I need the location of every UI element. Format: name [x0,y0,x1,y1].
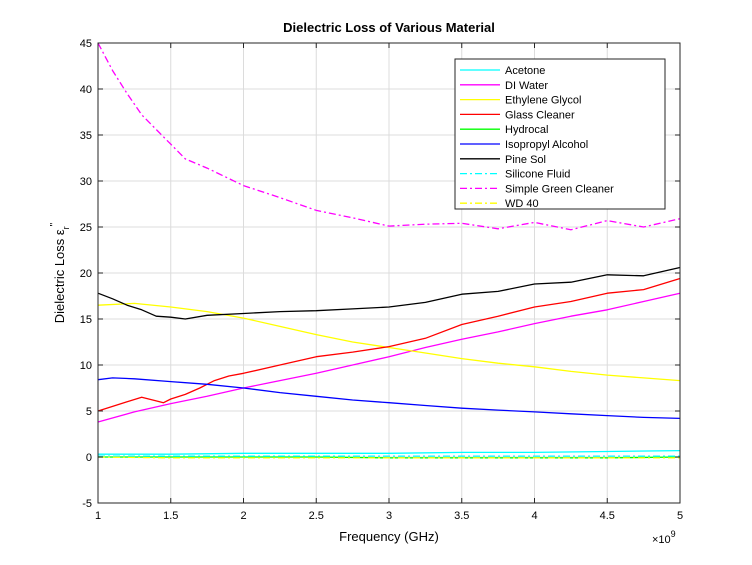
x-tick-label: 2.5 [309,510,324,522]
y-axis-ticks: -5 0 5 10 15 20 25 30 35 40 45 [80,38,680,510]
y-tick-label: 20 [80,268,92,280]
y-axis-label-sup: " [49,222,60,226]
y-tick-label: 15 [80,314,92,326]
y-axis-label: Dielectric Loss εr" [49,222,71,323]
y-tick-label: 45 [80,38,92,50]
y-tick-label: 30 [80,176,92,188]
series-lines [97,42,681,459]
y-tick-label: -5 [82,498,92,510]
y-tick-label: 25 [80,222,92,234]
chart-title: Dielectric Loss of Various Material [283,20,495,35]
x-tick-label: 1 [95,510,101,522]
y-tick-label: 0 [86,452,92,464]
legend-entry: Ethylene Glycol [505,95,581,107]
x-tick-label: 2 [240,510,246,522]
x-exponent-power: 9 [671,529,676,539]
x-tick-label: 5 [677,510,683,522]
x-exponent-label: ×109 [652,529,676,546]
x-tick-label: 3.5 [454,510,469,522]
y-tick-label: 35 [80,130,92,142]
y-tick-label: 10 [80,360,92,372]
series-line-isopropyl-alcohol [97,377,681,420]
series-line-acetone [98,449,681,455]
x-axis-ticks: 1 1.5 2 2.5 3 3.5 4 4.5 5 [95,43,683,522]
x-tick-label: 1.5 [163,510,178,522]
x-axis-label: Frequency (GHz) [339,529,439,544]
series-line-pine-sol [97,266,681,320]
legend-entry: Isopropyl Alcohol [505,139,588,151]
legend-entry: Acetone [505,65,545,77]
y-tick-label: 5 [86,406,92,418]
legend-entry: Silicone Fluid [505,169,570,181]
y-tick-label: 40 [80,84,92,96]
legend-entry: WD 40 [505,198,539,210]
y-axis-label-sub: r [61,226,71,229]
series-line-wd-40 [97,456,680,459]
x-exponent-base: ×10 [652,534,671,546]
x-tick-label: 4 [531,510,537,522]
legend-entry: Simple Green Cleaner [505,183,614,195]
x-tick-label: 3 [386,510,392,522]
series-line-simple-green-cleaner [97,42,681,231]
legend-box [454,58,666,210]
series-line-ethylene-glycol [97,302,681,382]
x-tick-label: 4.5 [600,510,615,522]
legend-entry: Pine Sol [505,154,546,166]
legend-entry: DI Water [505,80,548,92]
legend: Acetone DI Water Ethylene Glycol Glass Clea… [454,58,666,210]
series-line-di-water [97,292,681,423]
series-line-glass-cleaner [97,277,681,412]
legend-entry: Hydrocal [505,124,548,136]
y-axis-label-main: Dielectric Loss ε [52,229,67,323]
legend-entry: Glass Cleaner [505,109,575,121]
